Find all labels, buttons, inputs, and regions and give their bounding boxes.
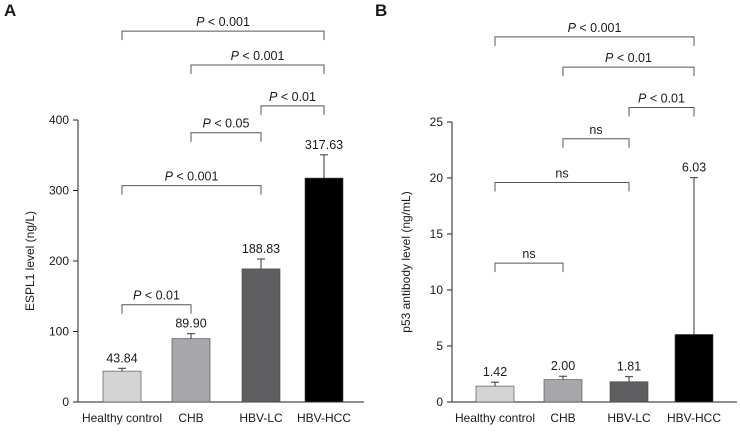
category-label: HBV-LC	[607, 411, 651, 425]
p-symbol: P	[133, 289, 142, 303]
category-label: HBV-LC	[239, 411, 283, 425]
bar	[304, 177, 344, 403]
significance-bracket	[494, 181, 630, 192]
bar	[674, 334, 714, 403]
significance-value: < 0.001	[173, 170, 219, 184]
p-symbol: P	[203, 117, 212, 131]
significance-label: P < 0.05	[203, 117, 250, 131]
y-tick-label: 20	[430, 171, 444, 185]
significance-bracket	[190, 132, 262, 142]
category-label: CHB	[550, 411, 575, 425]
category-label: Healthy control	[455, 411, 535, 425]
significance-bracket	[121, 30, 325, 41]
significance-value: < 0.01	[277, 90, 316, 104]
significance-value: < 0.001	[204, 15, 250, 29]
significance-label: P < 0.001	[231, 49, 285, 63]
significance-bracket	[121, 304, 192, 314]
significance-value: ns	[589, 123, 602, 137]
category-label: Healthy control	[82, 411, 162, 425]
significance-bracket	[494, 36, 695, 46]
significance-value: < 0.01	[141, 289, 180, 303]
p-symbol: P	[231, 49, 240, 63]
p-symbol: P	[196, 15, 205, 29]
category-label: HBV-HCC	[297, 411, 351, 425]
significance-value: < 0.01	[613, 51, 652, 65]
significance-value: < 0.001	[239, 49, 285, 63]
y-tick-label: 200	[49, 254, 69, 268]
panel-letter: B	[375, 1, 387, 20]
significance-label: P < 0.01	[638, 91, 685, 105]
value-label: 2.00	[551, 359, 575, 373]
value-label: 188.83	[242, 242, 280, 256]
significance-bracket	[562, 138, 630, 148]
y-tick-label: 0	[62, 395, 69, 409]
value-label: 317.63	[305, 138, 343, 152]
y-tick-label: 10	[430, 283, 444, 297]
significance-value: < 0.01	[646, 91, 685, 105]
y-axis-title: p53 antibody level (ng/mL)	[399, 191, 413, 332]
significance-label: P < 0.001	[165, 170, 219, 184]
y-tick-label: 15	[430, 227, 444, 241]
significance-bracket	[494, 262, 564, 273]
significance-bracket	[190, 64, 325, 75]
y-tick-label: 300	[49, 184, 69, 198]
significance-label: ns	[589, 123, 602, 137]
panel-a-espl1-chart: A 0 100 200 300 400 ESPL1 level (ng/L) 43.84 Hea…	[4, 1, 364, 425]
significance-bracket	[628, 106, 695, 117]
significance-label: P < 0.01	[269, 90, 316, 104]
p-symbol: P	[568, 21, 577, 35]
significance-label: P < 0.001	[196, 15, 250, 29]
significance-bracket	[260, 105, 325, 115]
value-label: 43.84	[106, 351, 137, 365]
p-symbol: P	[605, 51, 614, 65]
y-tick-label: 400	[49, 113, 69, 127]
significance-label: ns	[522, 247, 535, 261]
value-label: 89.90	[175, 317, 206, 331]
bar	[475, 385, 515, 403]
significance-bracket	[121, 185, 262, 195]
p-symbol: P	[165, 170, 174, 184]
p-symbol: P	[269, 90, 278, 104]
bar	[102, 370, 142, 403]
bar	[543, 379, 583, 403]
y-tick-label: 100	[49, 325, 69, 339]
bar	[241, 268, 281, 403]
significance-value: ns	[555, 166, 568, 180]
category-label: HBV-HCC	[667, 411, 721, 425]
significance-label: P < 0.01	[133, 289, 180, 303]
panel-b-p53-antibody-chart: B 0 5 10 15 20 25 p53 antibody level (ng/mL) 1.4…	[375, 1, 737, 425]
y-axis-title: ESPL1 level (ng/L)	[23, 211, 37, 311]
y-tick-label: 5	[436, 339, 443, 353]
significance-label: P < 0.001	[568, 21, 622, 35]
significance-label: P < 0.01	[605, 51, 652, 65]
significance-label: ns	[555, 166, 568, 180]
value-label: 6.03	[682, 161, 706, 175]
bar	[171, 338, 211, 403]
y-tick-label: 25	[430, 115, 444, 129]
significance-bracket	[562, 66, 695, 77]
value-label: 1.81	[617, 360, 641, 374]
category-label: CHB	[178, 411, 203, 425]
significance-value: < 0.05	[211, 117, 250, 131]
p-symbol: P	[638, 91, 647, 105]
significance-value: ns	[522, 247, 535, 261]
y-tick-label: 0	[436, 395, 443, 409]
panel-letter: A	[4, 1, 16, 20]
value-label: 1.42	[483, 365, 507, 379]
significance-value: < 0.001	[576, 21, 622, 35]
bar	[609, 381, 649, 403]
